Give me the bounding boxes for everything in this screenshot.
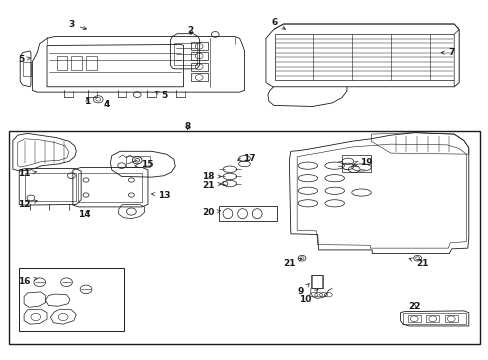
Bar: [190, 42, 207, 50]
Text: 4: 4: [103, 100, 110, 109]
Text: 3: 3: [68, 20, 86, 30]
Text: 18: 18: [202, 172, 221, 181]
Bar: [25, 173, 76, 201]
Text: 2: 2: [187, 26, 194, 35]
Text: 10: 10: [299, 289, 317, 303]
Text: 21: 21: [283, 258, 301, 268]
Bar: [275, 35, 454, 80]
Bar: [407, 315, 420, 322]
Bar: [444, 315, 457, 322]
Bar: [402, 314, 466, 324]
Bar: [57, 56, 67, 69]
Bar: [219, 206, 276, 221]
Text: 5: 5: [18, 55, 30, 64]
Bar: [9, 131, 479, 344]
Text: 5: 5: [155, 91, 167, 100]
Text: 13: 13: [151, 190, 170, 199]
Text: 19: 19: [353, 158, 371, 167]
Text: 12: 12: [19, 200, 37, 209]
Bar: [19, 268, 124, 330]
Text: 11: 11: [19, 169, 37, 178]
Text: 6: 6: [271, 18, 285, 29]
Text: 22: 22: [407, 302, 420, 311]
Text: 7: 7: [440, 48, 454, 57]
Text: 21: 21: [202, 181, 221, 190]
Bar: [22, 62, 31, 76]
Text: 20: 20: [202, 208, 220, 217]
Bar: [174, 43, 196, 64]
Text: 15: 15: [135, 160, 153, 169]
Bar: [71, 56, 82, 69]
Bar: [341, 155, 370, 172]
Text: 8: 8: [184, 122, 190, 131]
Bar: [190, 63, 207, 71]
Text: 16: 16: [19, 276, 37, 285]
Polygon shape: [453, 30, 458, 87]
Bar: [311, 275, 321, 288]
Bar: [190, 52, 207, 60]
Text: 17: 17: [237, 154, 256, 163]
Bar: [126, 156, 150, 167]
Bar: [78, 173, 142, 202]
Bar: [86, 56, 97, 69]
Bar: [426, 315, 438, 322]
Text: 14: 14: [78, 210, 91, 219]
Bar: [190, 73, 207, 81]
Text: 21: 21: [408, 258, 428, 268]
Text: 1: 1: [84, 96, 90, 105]
Bar: [310, 275, 323, 288]
Text: 9: 9: [297, 284, 308, 296]
